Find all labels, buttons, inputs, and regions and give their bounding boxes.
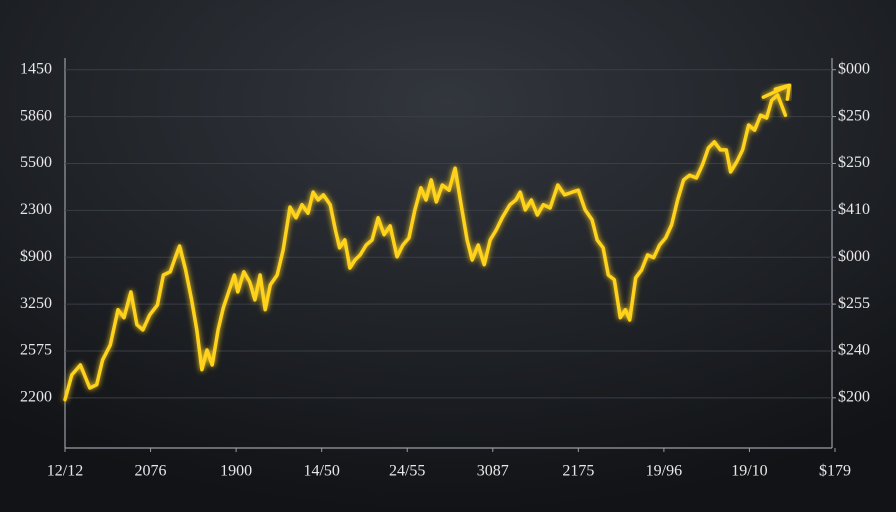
x-tick-label: 19/96 (646, 463, 682, 480)
x-tick-label: 1900 (220, 463, 252, 480)
y2-tick-label: $250 (838, 107, 870, 124)
y-tick-label: $900 (20, 248, 52, 265)
y-tick-label: 3250 (20, 295, 52, 312)
x-tick-label: 2076 (135, 463, 167, 480)
tick-labels: 1450 5860 5500 2300 $900 3250 2575 2200 $000 $250… (20, 60, 870, 479)
y2-tick-label: $000 (838, 60, 870, 77)
x-tick-label: 14/50 (303, 463, 339, 480)
plot (63, 83, 792, 402)
y-tick-label: 1450 (20, 60, 52, 77)
y2-tick-label: $000 (838, 248, 870, 265)
y2-tick-label: $250 (838, 154, 870, 171)
grid (65, 69, 832, 399)
y2-tick-label: $410 (838, 201, 870, 218)
y2-tick-label: $240 (838, 342, 870, 359)
y-tick-label: 2200 (20, 389, 52, 406)
x-tick-label: 2175 (562, 463, 594, 480)
y-tick-label: 2575 (20, 342, 52, 359)
y-tick-label: 5500 (20, 154, 52, 171)
x-tick-label: 3087 (477, 463, 509, 480)
y-tick-label: 2300 (20, 201, 52, 218)
y-tick-label: 5860 (20, 107, 52, 124)
x-tick-label: $179 (819, 463, 851, 480)
x-tick-label: 24/55 (389, 463, 425, 480)
y2-tick-label: $200 (838, 389, 870, 406)
x-tick-label: 19/10 (731, 463, 767, 480)
x-tick-label: 12/12 (47, 463, 83, 480)
data-line (63, 93, 788, 402)
y2-tick-label: $255 (838, 295, 870, 312)
trend-arrow (761, 83, 792, 101)
